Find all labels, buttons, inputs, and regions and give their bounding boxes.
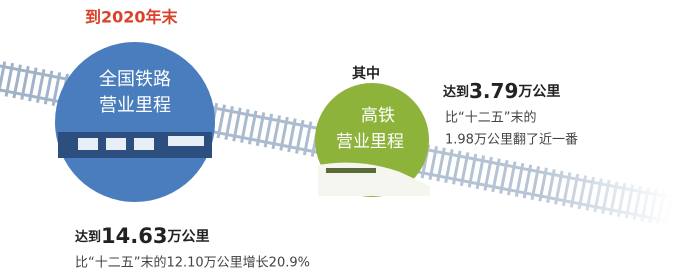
highspeed-note: 1.98万公里翻了近一番 <box>445 133 578 148</box>
title: 到2020年末 <box>85 8 179 27</box>
stat-prefix: 达到 <box>75 229 101 245</box>
national-note: 比“十二五”末的12.10万公里增长20.9% <box>75 255 310 269</box>
circle-label: 全国铁路 <box>99 69 171 90</box>
national-stat: 达到14.63万公里 <box>75 224 209 248</box>
circle-label: 营业里程 <box>99 95 171 116</box>
stat-number: 3.79 <box>469 79 518 103</box>
highspeed-stat: 达到3.79万公里 <box>443 79 560 103</box>
national-circle: 全国铁路 营业里程 <box>55 42 215 202</box>
subset-title: 其中 <box>352 65 380 82</box>
circle-label: 营业里程 <box>336 132 404 152</box>
circle-label: 高铁 <box>361 106 395 126</box>
infographic: 到2020年末 全国铁路 营业里程 达到14.63万公里 比“十二五”末的12.… <box>0 0 673 269</box>
stat-prefix: 达到 <box>443 84 469 100</box>
stat-unit: 万公里 <box>166 229 209 245</box>
highspeed-note: 比“十二五”末的 <box>445 110 536 126</box>
stat-unit: 万公里 <box>517 84 560 100</box>
highspeed-circle: 高铁 营业里程 <box>315 83 430 197</box>
stat-number: 14.63 <box>101 224 167 248</box>
